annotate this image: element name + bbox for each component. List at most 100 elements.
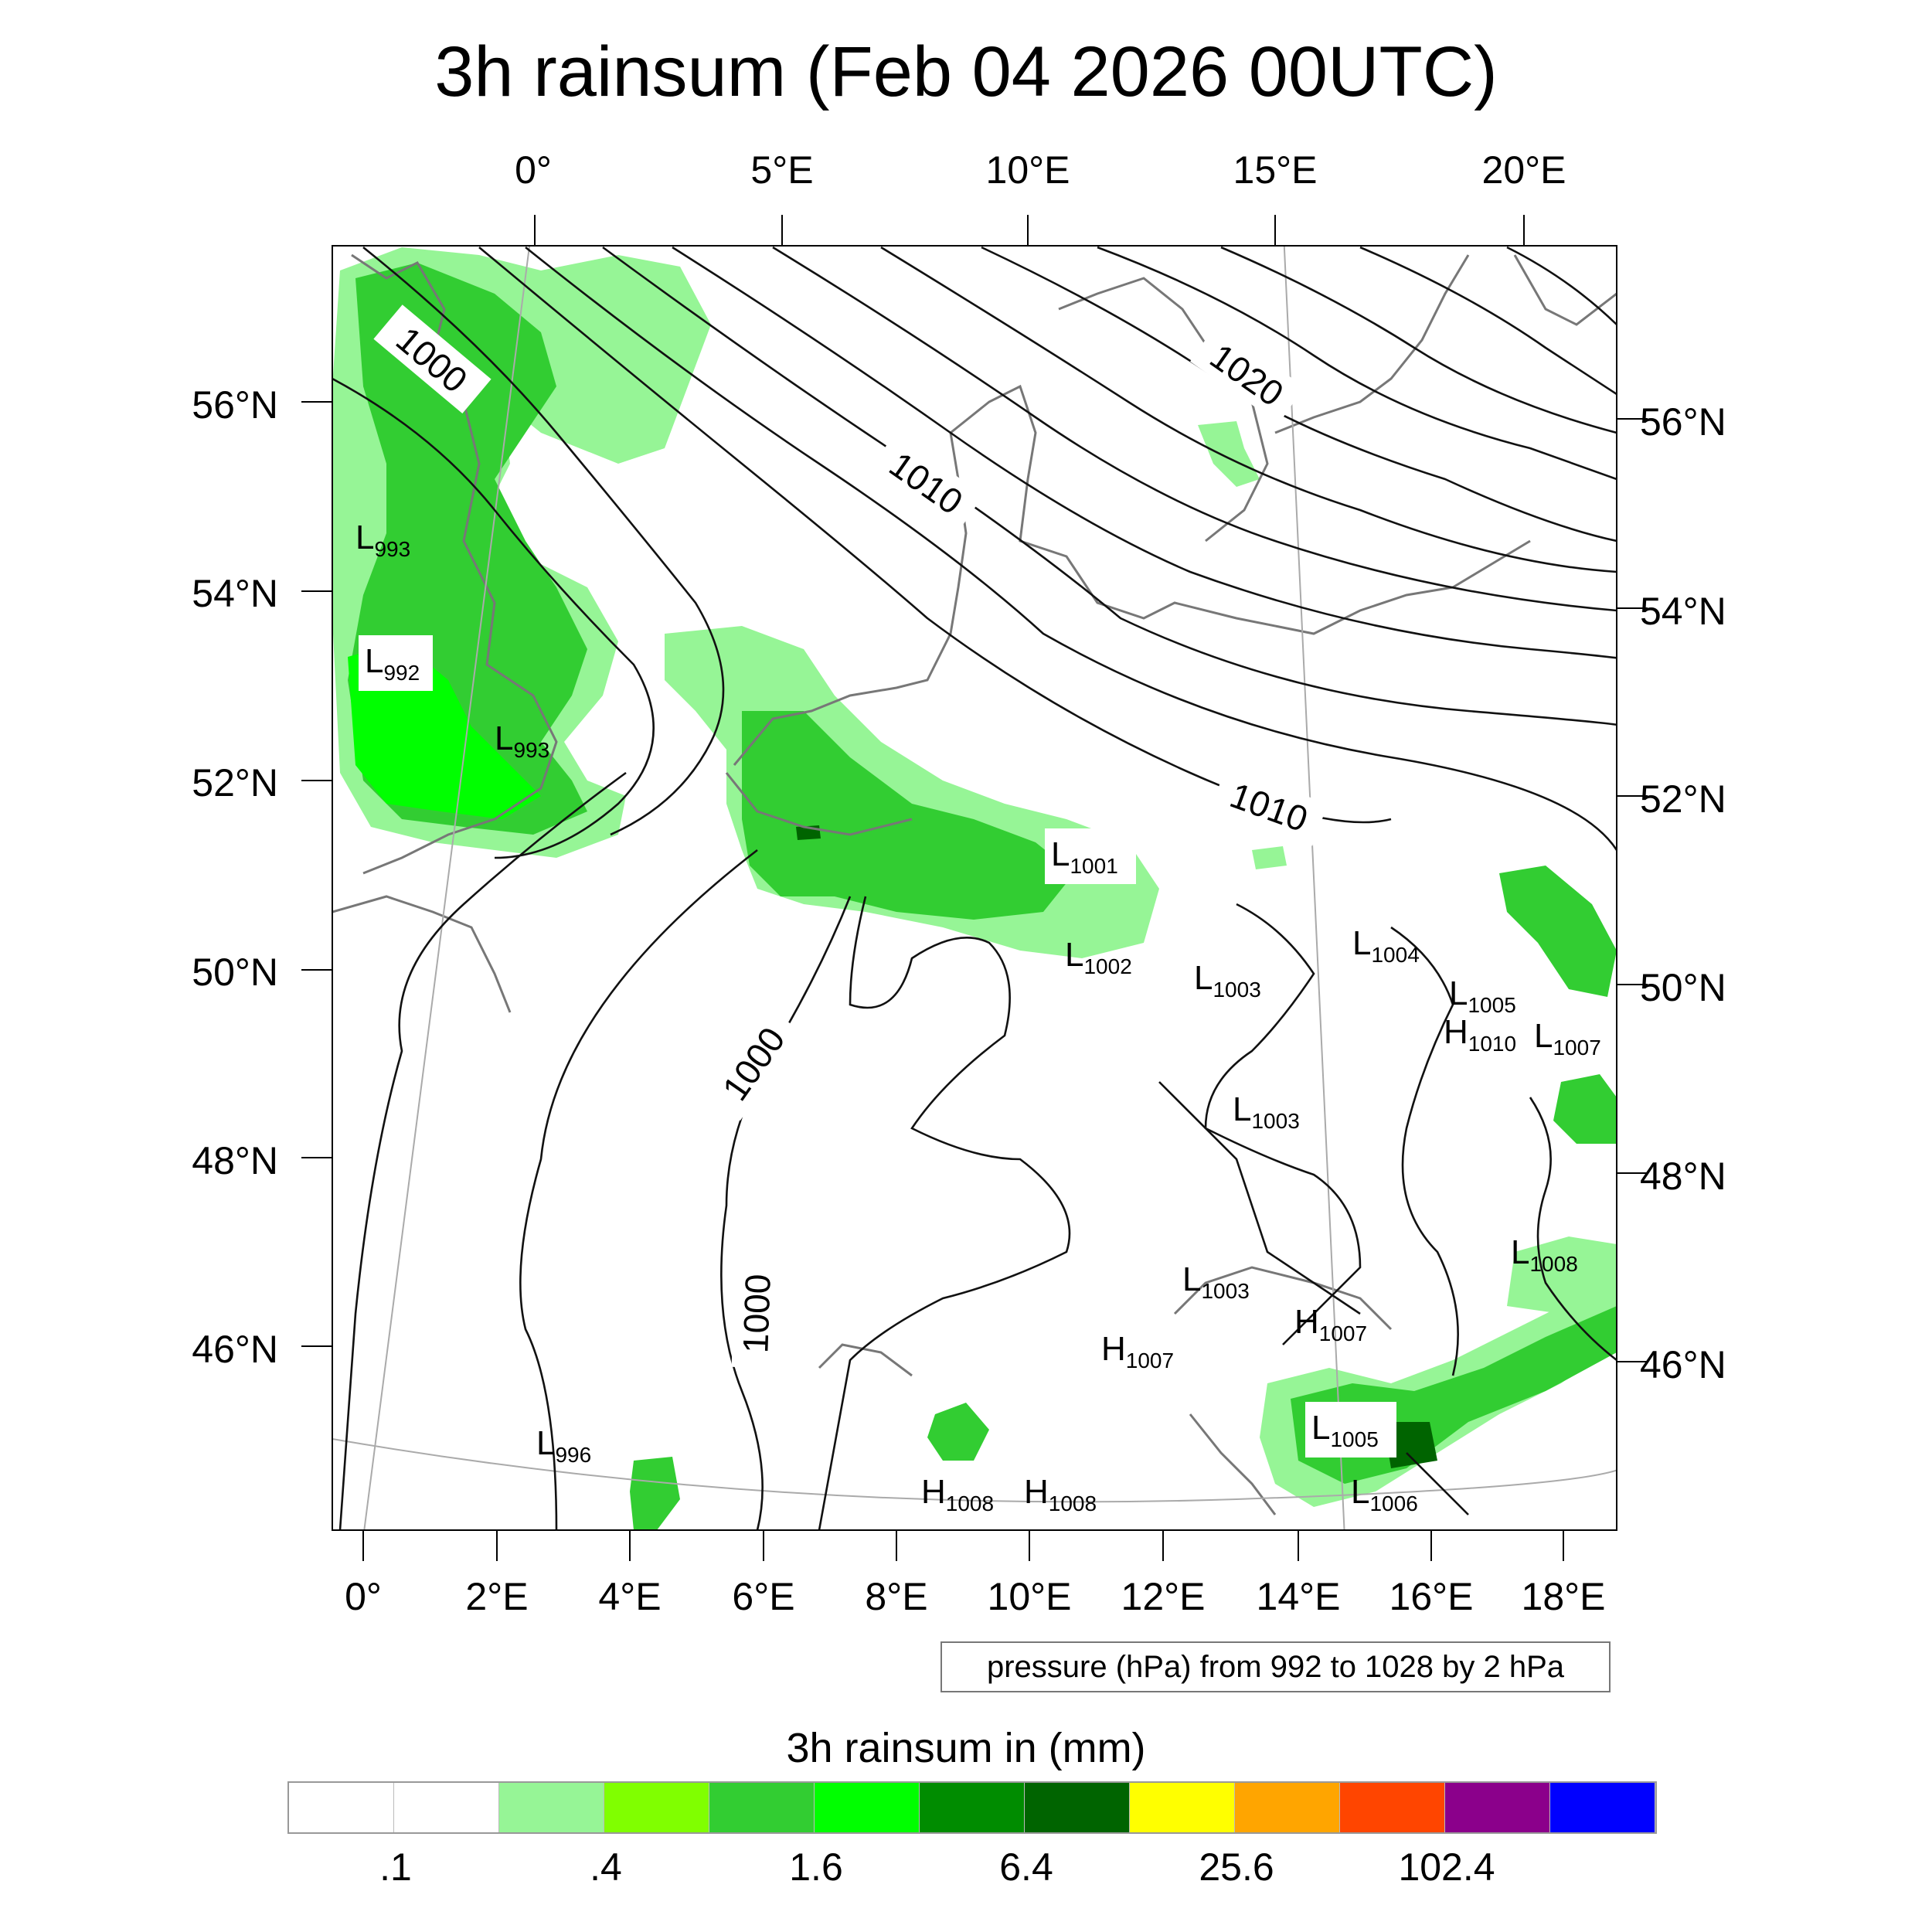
svg-text:L992: L992 xyxy=(365,642,420,685)
svg-text:H1007: H1007 xyxy=(1294,1303,1367,1345)
svg-text:L1003: L1003 xyxy=(1182,1260,1250,1303)
svg-text:L1004: L1004 xyxy=(1352,924,1420,967)
colorbar xyxy=(287,1781,1657,1834)
top-lon-label: 15°E xyxy=(1233,148,1318,192)
graticule xyxy=(332,246,1617,1530)
colorbar-label: 25.6 xyxy=(1199,1845,1274,1889)
colorbar-swatch xyxy=(1550,1783,1655,1832)
pressure-center: L1003 xyxy=(1182,1260,1250,1303)
colorbar-swatch xyxy=(1025,1783,1130,1832)
colorbar-label: .4 xyxy=(590,1845,622,1889)
svg-text:L1006: L1006 xyxy=(1351,1473,1418,1515)
colorbar-label: 6.4 xyxy=(999,1845,1053,1889)
pressure-center: L993 xyxy=(495,719,549,762)
colorbar-swatch xyxy=(499,1783,604,1832)
colorbar-swatch xyxy=(289,1783,394,1832)
left-lat-label: 52°N xyxy=(192,761,278,804)
pressure-center: L1003 xyxy=(1233,1090,1300,1133)
bottom-lon-label: 6°E xyxy=(732,1575,795,1618)
colorbar-swatch xyxy=(604,1783,709,1832)
isobar-labels: 1000 1010 1020 1010 1000 1000 xyxy=(373,304,1328,1369)
top-lon-label: 0° xyxy=(515,148,552,192)
pressure-center: L1005 xyxy=(1305,1402,1396,1458)
colorbar-swatch xyxy=(394,1783,499,1832)
pressure-center: L1006 xyxy=(1351,1473,1418,1515)
svg-text:H1007: H1007 xyxy=(1101,1330,1174,1372)
rain-area xyxy=(927,1403,989,1461)
map-title: 3h rainsum (Feb 04 2026 00UTC) xyxy=(434,32,1498,111)
colorbar-label: 1.6 xyxy=(789,1845,843,1889)
pressure-center: H1008 xyxy=(921,1473,994,1515)
svg-text:L993: L993 xyxy=(495,719,549,762)
pressure-center: L1004 xyxy=(1352,924,1420,967)
top-lon-label: 5°E xyxy=(750,148,814,192)
bottom-lon-label: 10°E xyxy=(987,1575,1072,1618)
pressure-centers: L993 L992 L993 L1001 L1002 L1003 L1004 xyxy=(355,519,1601,1515)
pressure-center: L1005 xyxy=(1449,975,1516,1017)
colorbar-title: 3h rainsum in (mm) xyxy=(786,1725,1146,1771)
rain-area xyxy=(1553,1074,1617,1144)
pressure-center: L1001 xyxy=(1045,828,1136,884)
bottom-lon-label: 18°E xyxy=(1521,1575,1606,1618)
colorbar-swatch xyxy=(815,1783,920,1832)
pressure-center: L992 xyxy=(359,635,433,691)
svg-text:L996: L996 xyxy=(536,1424,591,1467)
svg-text:L1002: L1002 xyxy=(1065,936,1132,978)
left-lat-label: 56°N xyxy=(192,383,278,427)
top-lon-label: 10°E xyxy=(985,148,1070,192)
svg-text:L993: L993 xyxy=(355,519,410,561)
svg-text:H1008: H1008 xyxy=(1024,1473,1097,1515)
bottom-lon-label: 4°E xyxy=(598,1575,662,1618)
pressure-center: H1007 xyxy=(1101,1330,1174,1372)
right-lat-label: 48°N xyxy=(1640,1155,1726,1198)
left-lat-label: 50°N xyxy=(192,951,278,994)
right-lat-label: 56°N xyxy=(1640,400,1726,444)
right-lat-label: 46°N xyxy=(1640,1343,1726,1386)
svg-text:L1008: L1008 xyxy=(1511,1233,1578,1276)
pressure-center: H1007 xyxy=(1294,1303,1367,1345)
rain-area xyxy=(1507,1236,1617,1314)
pressure-note: pressure (hPa) from 992 to 1028 by 2 hPa xyxy=(940,1641,1611,1692)
rain-field xyxy=(332,247,1617,1530)
pressure-center: L993 xyxy=(355,519,410,561)
rain-area xyxy=(1252,846,1287,869)
colorbar-swatch xyxy=(1130,1783,1235,1832)
isobar-label: 1000 xyxy=(735,1274,778,1354)
colorbar-swatch xyxy=(709,1783,815,1832)
pressure-center: L996 xyxy=(536,1424,591,1467)
svg-text:L1003: L1003 xyxy=(1233,1090,1300,1133)
colorbar-label: .1 xyxy=(379,1845,412,1889)
svg-text:L1003: L1003 xyxy=(1194,959,1261,1002)
bottom-lon-label: 14°E xyxy=(1256,1575,1341,1618)
rain-area xyxy=(1198,421,1260,487)
left-lat-label: 48°N xyxy=(192,1139,278,1182)
colorbar-swatch xyxy=(1235,1783,1340,1832)
map-frame xyxy=(332,245,1617,1531)
colorbar-swatch xyxy=(920,1783,1025,1832)
bottom-lon-label: 12°E xyxy=(1121,1575,1206,1618)
rain-area xyxy=(1383,1422,1437,1468)
bottom-lon-label: 2°E xyxy=(465,1575,529,1618)
rain-area xyxy=(742,711,1074,920)
bottom-lon-label: 16°E xyxy=(1389,1575,1474,1618)
top-lon-label: 20°E xyxy=(1481,148,1566,192)
pressure-center: L1008 xyxy=(1511,1233,1578,1276)
left-lat-label: 54°N xyxy=(192,572,278,615)
pressure-center: H1010 xyxy=(1444,1013,1516,1056)
left-lat-label: 46°N xyxy=(192,1328,278,1371)
svg-text:L1007: L1007 xyxy=(1534,1017,1601,1060)
right-lat-label: 54°N xyxy=(1640,590,1726,633)
colorbar-swatch xyxy=(1340,1783,1445,1832)
pressure-center: L1007 xyxy=(1534,1017,1601,1060)
rain-area xyxy=(1499,866,1617,997)
pressure-center: L1003 xyxy=(1194,959,1261,1002)
svg-text:L1001: L1001 xyxy=(1051,835,1118,878)
bottom-lon-label: 0° xyxy=(345,1575,382,1618)
svg-text:H1010: H1010 xyxy=(1444,1013,1516,1056)
svg-text:L1005: L1005 xyxy=(1449,975,1516,1017)
svg-text:H1008: H1008 xyxy=(921,1473,994,1515)
right-lat-label: 52°N xyxy=(1640,777,1726,821)
colorbar-label: 102.4 xyxy=(1398,1845,1495,1889)
bottom-lon-label: 8°E xyxy=(865,1575,928,1618)
